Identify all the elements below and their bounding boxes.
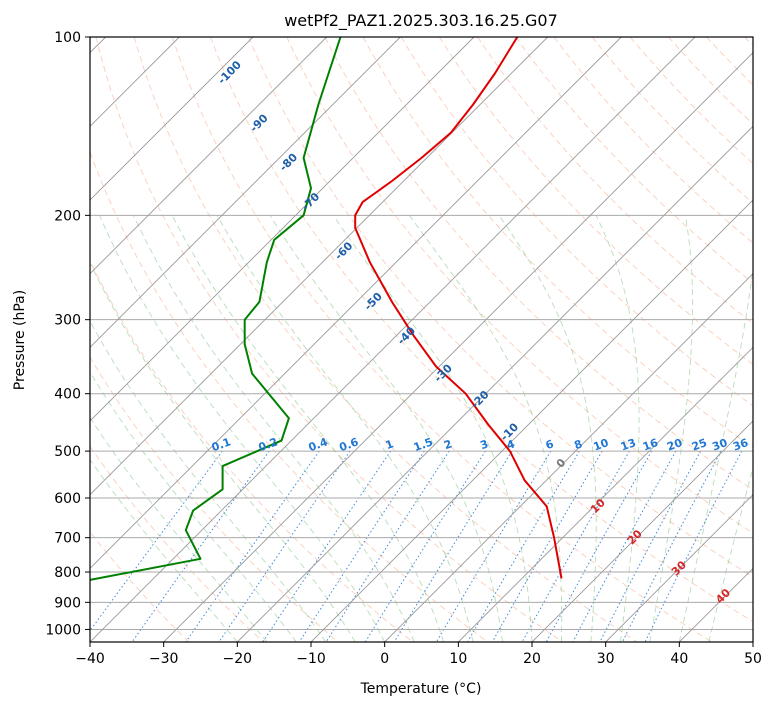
moist-adiabat [596,215,639,642]
mixing-ratio-label: 8 [572,437,584,452]
x-tick-label: 30 [597,651,615,667]
isotherm-label: -90 [247,111,270,134]
x-tick-label: 0 [380,651,389,667]
y-tick-label: 1000 [45,622,81,638]
isotherm [90,37,695,642]
isotherm-label: 0 [554,456,569,471]
dry-adiabat [554,37,775,642]
isotherm [311,37,775,642]
line-labels: -100-90-80-70-60-50-40-30-20-10010203040… [210,58,750,606]
mixing-ratio-label: 1 [384,437,396,452]
x-tick-label: 40 [670,651,688,667]
moist-adiabat [679,215,758,642]
isotherm [237,37,775,642]
isotherm [16,37,621,642]
y-tick-label: 500 [54,444,81,460]
mixing-ratio-line [365,451,485,642]
moist-adiabat [134,215,415,642]
y-tick-label: 400 [54,387,81,403]
isotherm-label: -70 [299,190,322,213]
y-tick-label: 900 [54,595,81,611]
isotherm [458,37,775,642]
mixing-ratio-line [600,451,701,642]
isotherm [0,37,253,642]
mixing-ratio-line [573,451,676,642]
background-lines [0,37,775,642]
moist-adiabat [172,215,443,642]
mixing-ratio-label: 3 [478,437,490,452]
dry-adiabat [0,37,189,642]
isotherm-label: -100 [215,58,244,87]
dry-adiabat [20,37,413,642]
isotherm-label: -60 [332,239,355,262]
mixing-ratio-line [326,451,449,642]
dry-adiabat [0,37,264,642]
y-tick-label: 700 [54,531,81,547]
x-tick-label: 50 [744,651,762,667]
dry-adiabat [58,37,488,642]
dry-adiabat-label: 10 [588,496,608,516]
isotherm-label: -80 [277,150,300,173]
plot-frame [90,37,753,642]
moist-adiabat [0,215,267,642]
y-tick-label: 100 [54,30,81,46]
dry-adiabat [668,37,775,642]
mixing-ratio-line [522,451,629,642]
x-tick-label: −20 [223,651,253,667]
y-tick-label: 300 [54,313,81,329]
dry-adiabat [707,37,775,642]
mixing-ratio-label: 4 [505,437,517,452]
dry-adiabat [0,37,338,642]
x-tick-label: −40 [75,651,105,667]
isotherm [0,37,327,642]
dry-adiabat [745,37,775,642]
x-tick-label: 20 [523,651,541,667]
mixing-ratio-line [299,451,424,642]
isotherm [0,37,400,642]
chart-title: wetPf2_PAZ1.2025.303.16.25.G07 [284,11,558,31]
y-tick-label: 600 [54,491,81,507]
moist-adiabat [0,215,237,642]
dry-adiabat [592,37,775,642]
moist-adiabat [709,215,775,642]
x-tick-label: 10 [449,651,467,667]
x-tick-label: −10 [296,651,326,667]
x-axis-label: Temperature (°C) [360,681,482,697]
temperature-line [355,37,561,578]
moist-adiabat [42,215,326,642]
y-tick-label: 800 [54,565,81,581]
dry-adiabat-label: 40 [713,586,733,606]
mixing-ratio-line [263,451,391,642]
moist-adiabat [217,215,473,642]
dry-adiabat-label: 20 [625,527,645,547]
y-tick-label: 200 [54,208,81,224]
moist-adiabat [333,215,532,642]
isotherm [753,37,775,642]
mixing-ratio-label: 2 [442,437,454,452]
mixing-ratio-line [132,451,269,642]
y-axis-label: Pressure (hPa) [12,290,28,390]
isotherm [679,37,775,642]
x-tick-label: −30 [149,651,179,667]
mixing-ratio-label: 6 [544,437,556,452]
dry-adiabat [134,37,637,642]
moist-adiabat [100,215,385,642]
isotherm [0,37,548,642]
